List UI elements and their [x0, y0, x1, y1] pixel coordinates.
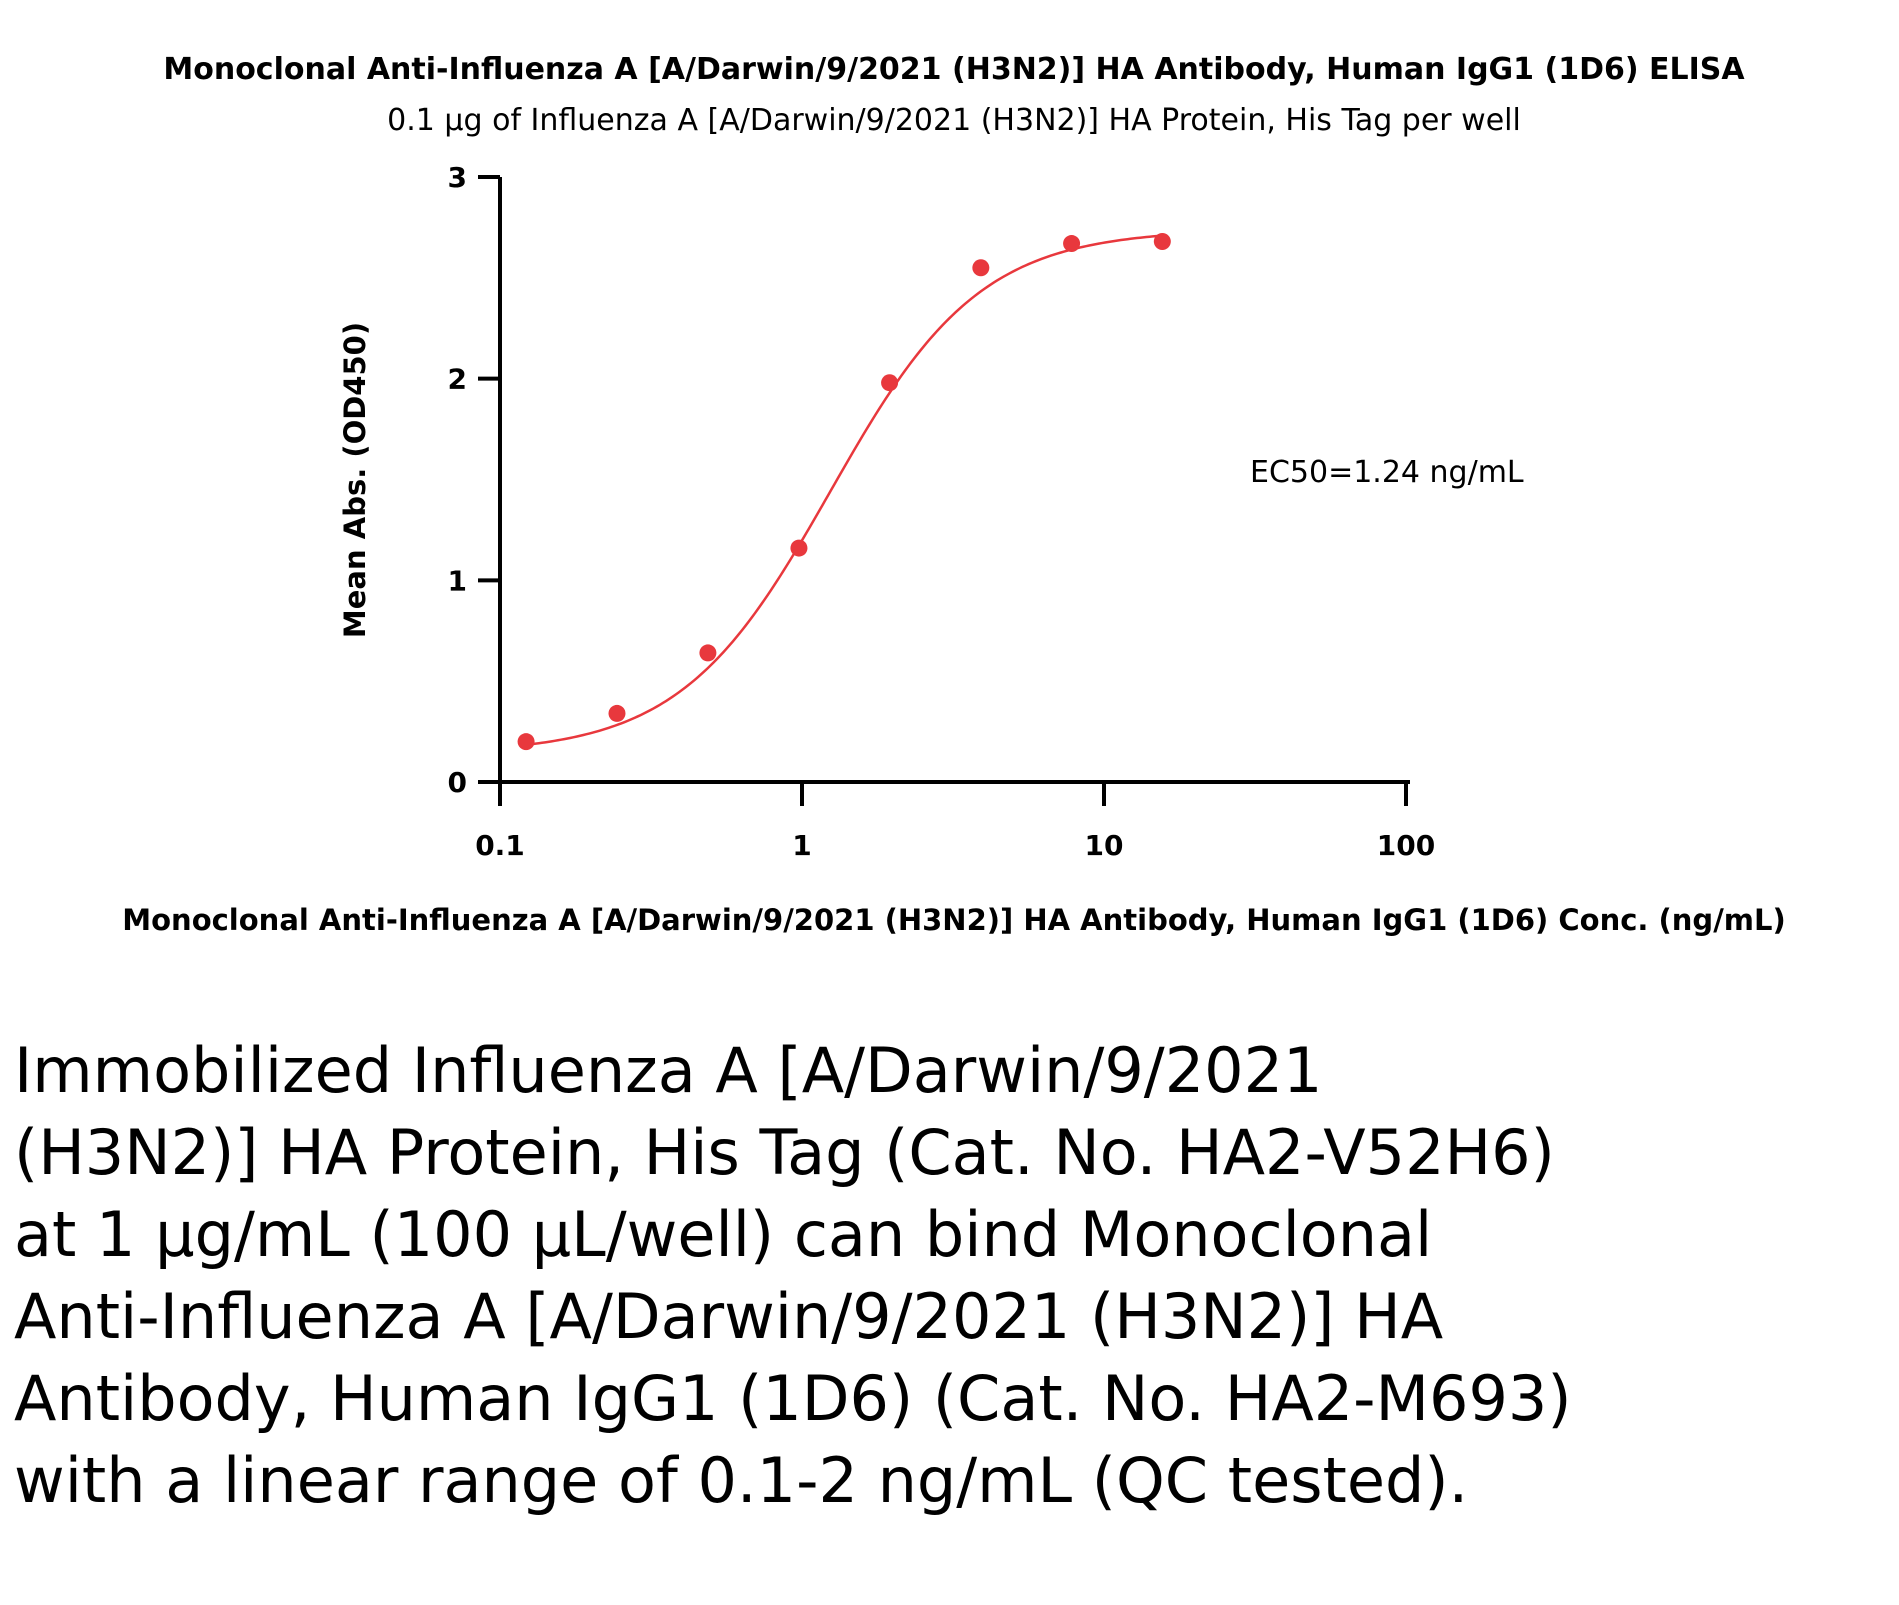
x-tick-label: 100 [1377, 829, 1435, 862]
data-point [517, 733, 535, 751]
y-axis-title: Mean Abs. (OD450) [338, 322, 372, 638]
data-point [1063, 235, 1081, 253]
data-point [790, 539, 808, 557]
x-axis-ticks: 0.1 1 10 100 [475, 782, 1435, 862]
elisa-chart: Monoclonal Anti-Influenza A [A/Darwin/9/… [122, 52, 1785, 937]
y-tick-label: 0 [448, 766, 467, 799]
y-tick-label: 1 [448, 564, 467, 597]
y-tick-label: 2 [448, 363, 467, 396]
y-tick-label: 3 [448, 161, 467, 194]
chart-subtitle: 0.1 µg of Influenza A [A/Darwin/9/2021 (… [387, 103, 1521, 138]
x-tick-label: 1 [792, 829, 811, 862]
data-points [517, 233, 1171, 751]
x-tick-label: 10 [1085, 829, 1124, 862]
y-axis-ticks: 0 1 2 3 [448, 161, 500, 799]
data-point [1153, 233, 1171, 251]
x-axis-title: Monoclonal Anti-Influenza A [A/Darwin/9/… [122, 903, 1785, 937]
data-point [608, 704, 626, 722]
x-tick-label: 0.1 [475, 829, 525, 862]
chart-title: Monoclonal Anti-Influenza A [A/Darwin/9/… [163, 52, 1745, 87]
fit-curve [525, 234, 1163, 747]
figure-caption: Immobilized Influenza A [A/Darwin/9/2021… [14, 1034, 1572, 1517]
data-point [881, 374, 899, 392]
data-point [699, 644, 717, 662]
ec50-annotation: EC50=1.24 ng/mL [1250, 455, 1524, 490]
data-point [972, 259, 990, 277]
